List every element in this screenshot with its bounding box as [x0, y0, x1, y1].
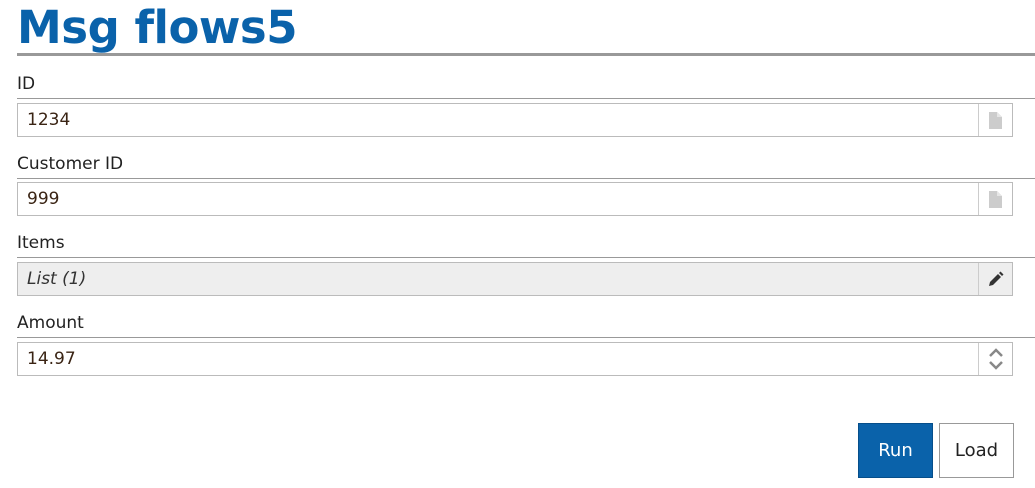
- load-button[interactable]: Load: [939, 423, 1014, 478]
- spinner-arrows-icon[interactable]: [978, 343, 1012, 375]
- page-title: Msg flows5: [17, 1, 298, 54]
- customer-id-value[interactable]: 999: [27, 189, 60, 209]
- document-icon[interactable]: [978, 104, 1012, 136]
- divider: [17, 257, 1035, 258]
- items-label: Items: [17, 233, 65, 253]
- title-divider: [17, 53, 1035, 56]
- document-icon[interactable]: [978, 183, 1012, 215]
- id-value[interactable]: 1234: [27, 110, 71, 130]
- run-button[interactable]: Run: [858, 423, 933, 478]
- divider: [17, 337, 1035, 338]
- items-value: List (1): [27, 269, 87, 289]
- divider: [17, 98, 1035, 99]
- id-field[interactable]: 1234: [17, 103, 1013, 137]
- amount-label: Amount: [17, 313, 84, 333]
- id-label: ID: [17, 74, 36, 94]
- amount-value[interactable]: 14.97: [27, 349, 76, 369]
- items-field[interactable]: List (1): [17, 262, 1013, 296]
- amount-field[interactable]: 14.97: [17, 342, 1013, 376]
- divider: [17, 178, 1035, 179]
- customer-id-field[interactable]: 999: [17, 182, 1013, 216]
- customer-id-label: Customer ID: [17, 154, 124, 174]
- pencil-icon[interactable]: [978, 263, 1012, 295]
